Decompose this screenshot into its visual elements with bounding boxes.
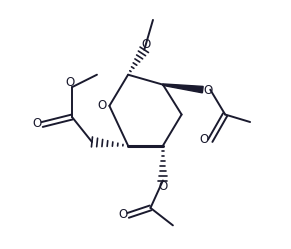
Text: O: O: [204, 84, 213, 97]
Text: O: O: [141, 38, 150, 51]
Text: O: O: [65, 76, 74, 89]
Text: O: O: [97, 99, 107, 112]
Polygon shape: [163, 84, 203, 93]
Text: O: O: [158, 180, 168, 192]
Text: O: O: [32, 117, 41, 130]
Text: O: O: [118, 208, 127, 221]
Text: O: O: [199, 133, 209, 146]
